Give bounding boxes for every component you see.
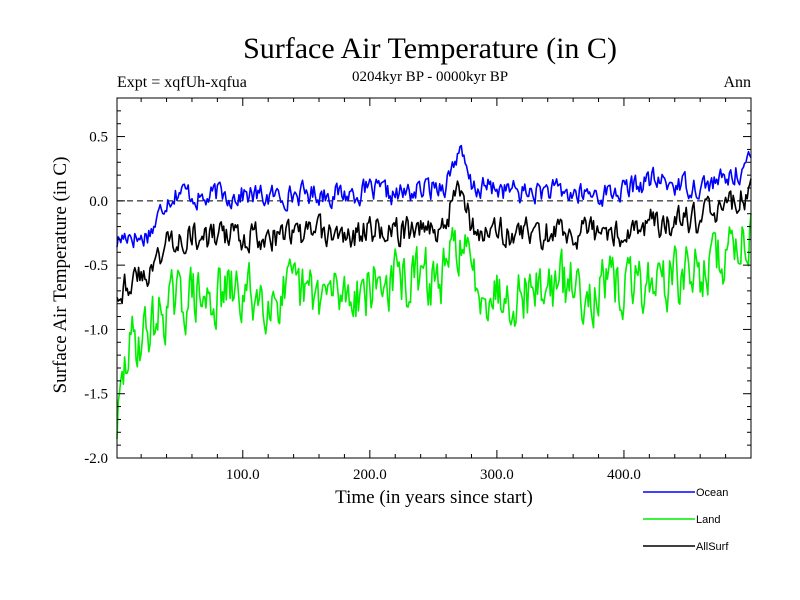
data-layer [116,144,752,440]
legend-label-ocean: Ocean [696,487,728,499]
season-label: Ann [723,74,751,91]
legend-label-allsurf: AllSurf [696,541,729,553]
series-line-land [116,213,752,440]
legend-label-land: Land [696,514,720,526]
y-tick-label: -2.0 [84,451,108,467]
y-tick-label: -1.5 [84,387,108,403]
y-tick-label: -1.0 [84,322,108,338]
x-axis-label: Time (in years since start) [335,487,533,508]
series-line-ocean [116,144,752,249]
y-tick-label: -0.5 [84,258,108,274]
x-tick-label: 100.0 [226,467,260,483]
y-tick-label: 0.5 [89,130,108,146]
axis-layer: 100.0 200.0 300.0 400.0 0.5 0.0 -0.5 -1.0 -1.5 -2… [84,97,752,483]
experiment-label: Expt = xqfUh-xqfua [117,74,247,91]
x-tick-label: 400.0 [607,467,641,483]
series-line-allsurf [116,178,752,305]
chart-title: Surface Air Temperature (in C) [243,32,617,65]
y-tick-label: 0.0 [89,194,108,210]
legend: Ocean Land AllSurf [643,487,729,553]
x-tick-label: 300.0 [480,467,514,483]
x-tick-label: 200.0 [353,467,387,483]
y-axis-label: Surface Air Temperature (in C) [50,157,71,394]
period-label: 0204kyr BP - 0000kyr BP [352,69,508,85]
